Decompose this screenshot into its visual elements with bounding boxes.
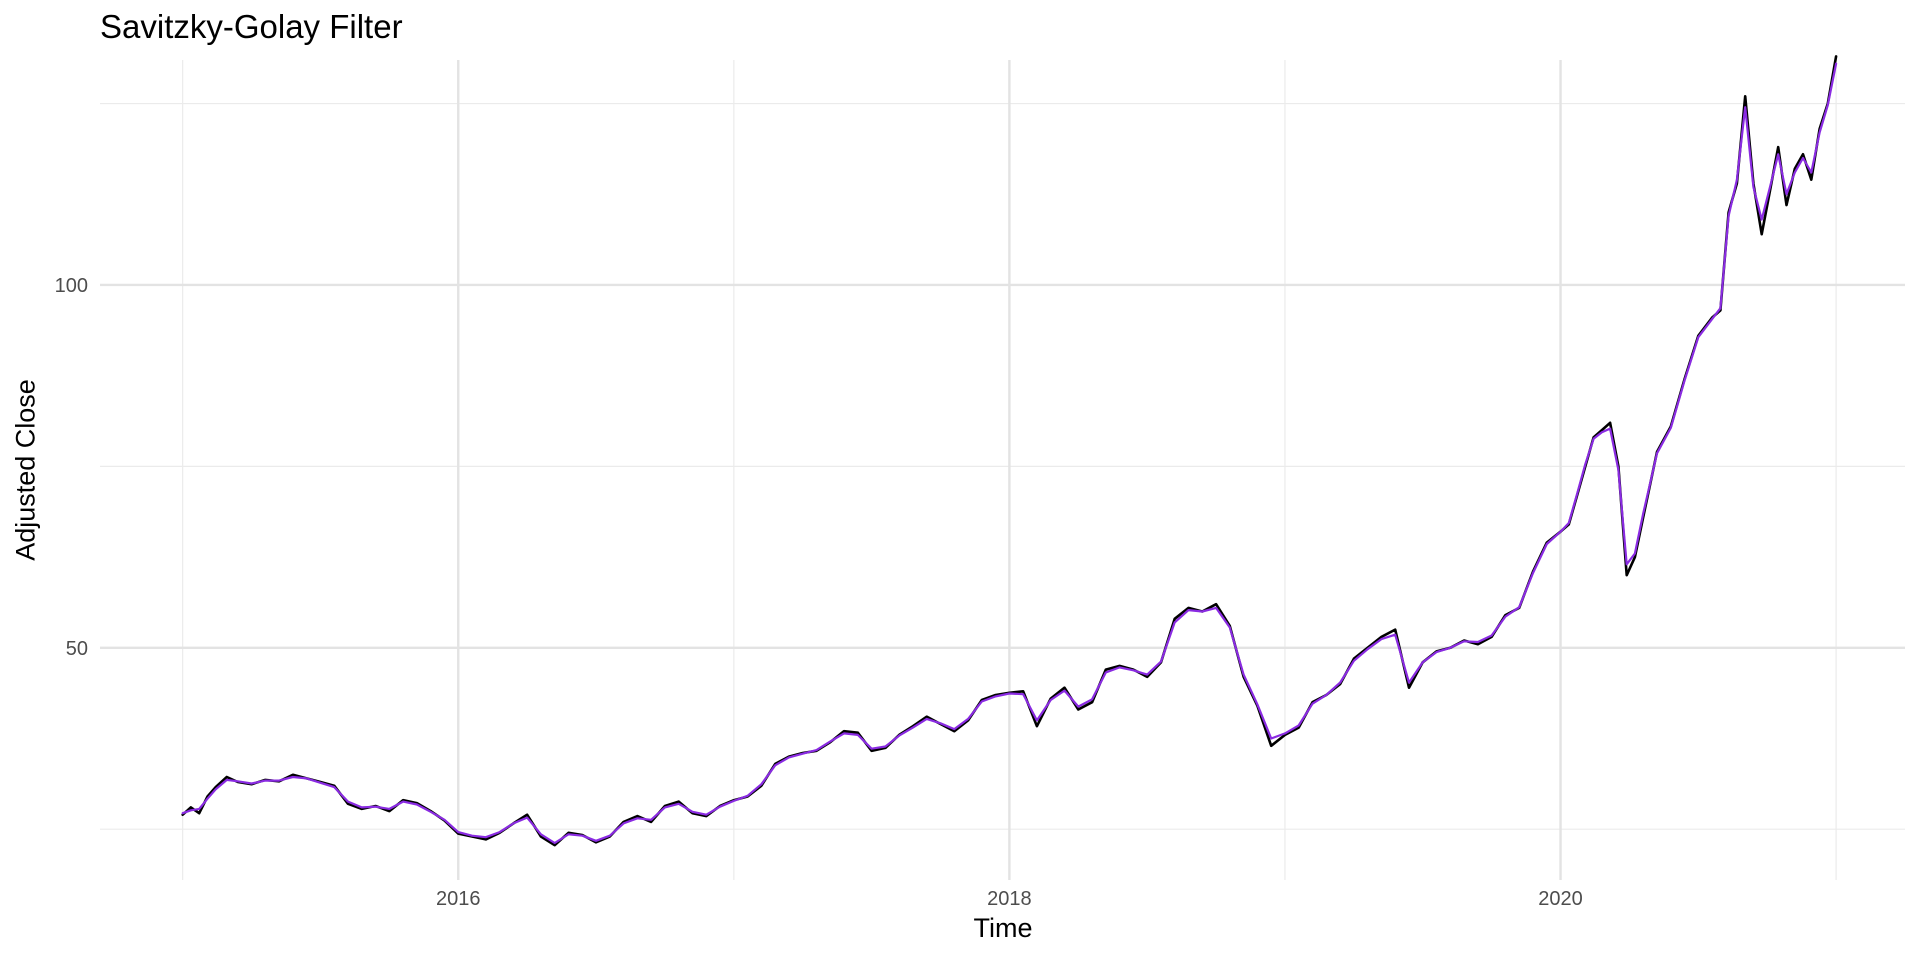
series-layer	[181, 55, 1838, 847]
x-tick-label: 2020	[1538, 888, 1583, 910]
y-tick-label: 50	[66, 638, 88, 660]
y-tick-label: 100	[55, 275, 88, 297]
major-gridlines	[100, 60, 1905, 880]
x-axis-label: Time	[973, 913, 1033, 943]
x-tick-label: 2016	[436, 888, 481, 910]
chart-title: Savitzky-Golay Filter	[100, 8, 403, 45]
series-line-savitzky-golay	[181, 62, 1838, 845]
series-line-adjusted-close	[181, 55, 1838, 847]
tick-labels: 2016 2018 2020 50 100	[55, 275, 1583, 910]
minor-gridlines	[100, 60, 1905, 880]
x-tick-label: 2018	[987, 888, 1032, 910]
